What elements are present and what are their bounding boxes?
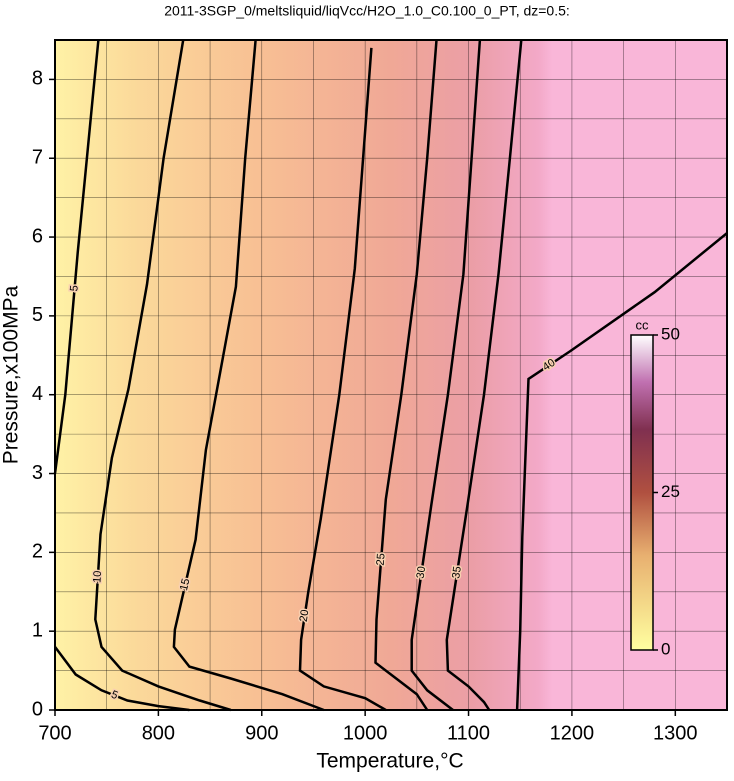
contour-label: 25	[375, 553, 388, 566]
contour-line	[515, 232, 728, 711]
x-tick-label: 1300	[653, 722, 698, 744]
colorbar-tick-label: 0	[661, 639, 670, 658]
contour-line	[172, 39, 325, 712]
x-tick-label: 700	[38, 722, 71, 744]
contour-label: 20	[298, 609, 312, 623]
y-tick-label: 5	[32, 304, 43, 326]
chart-title: 2011-3SGP_0/meltsliquid/liqVcc/H2O_1.0_C…	[164, 3, 570, 19]
y-tick-label: 6	[32, 225, 43, 247]
contour-line	[298, 47, 387, 712]
contour-line	[410, 39, 482, 711]
contour-line	[374, 39, 438, 711]
contour-label: 5	[68, 285, 80, 292]
x-tick-label: 1000	[343, 722, 388, 744]
y-tick-label: 3	[32, 462, 43, 484]
contour-line	[53, 39, 190, 712]
y-tick-label: 1	[32, 619, 43, 641]
x-tick-label: 1100	[447, 722, 490, 744]
x-tick-label: 900	[245, 722, 278, 744]
contour-label: 10	[91, 570, 104, 583]
y-axis-label: Pressure,x100MPa	[0, 285, 23, 464]
colorbar	[630, 334, 654, 651]
plot-background	[55, 40, 727, 710]
y-tick-label: 0	[32, 698, 43, 720]
y-tick-label: 4	[32, 383, 43, 405]
x-axis-label: Temperature,°C	[316, 750, 463, 773]
y-tick-label: 7	[32, 147, 43, 169]
contour-label: 15	[178, 577, 192, 592]
contour-label: 30	[415, 566, 429, 580]
contour-label: 35	[450, 565, 464, 579]
contour-line	[94, 39, 232, 712]
colorbar-tick-label: 25	[661, 482, 680, 501]
plot-frame	[54, 39, 728, 711]
x-tick-label: 1200	[550, 722, 595, 744]
x-tick-label: 800	[142, 722, 175, 744]
colorbar-label: cc	[636, 317, 650, 332]
y-tick-label: 8	[32, 68, 43, 90]
y-tick-label: 2	[32, 541, 43, 563]
colorbar-tick-label: 50	[661, 324, 680, 343]
contour-line	[445, 39, 523, 711]
